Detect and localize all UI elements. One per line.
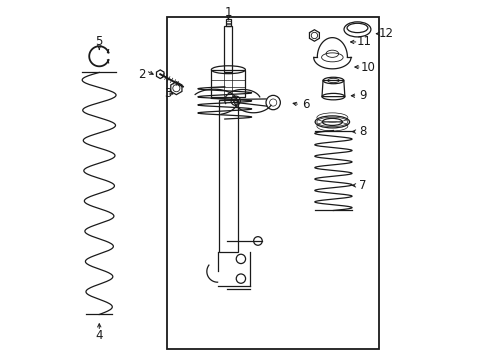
Text: 1: 1: [224, 6, 232, 19]
Text: 3: 3: [163, 87, 171, 100]
Text: 9: 9: [358, 89, 366, 102]
Text: 8: 8: [358, 125, 366, 138]
Bar: [167, 17, 378, 348]
Text: 6: 6: [301, 98, 308, 111]
Text: 5: 5: [95, 35, 103, 49]
Text: 10: 10: [360, 60, 375, 73]
Text: 7: 7: [358, 179, 366, 192]
Text: 12: 12: [378, 27, 393, 40]
Text: 2: 2: [138, 68, 146, 81]
Text: 4: 4: [95, 329, 103, 342]
Text: 11: 11: [356, 35, 371, 49]
